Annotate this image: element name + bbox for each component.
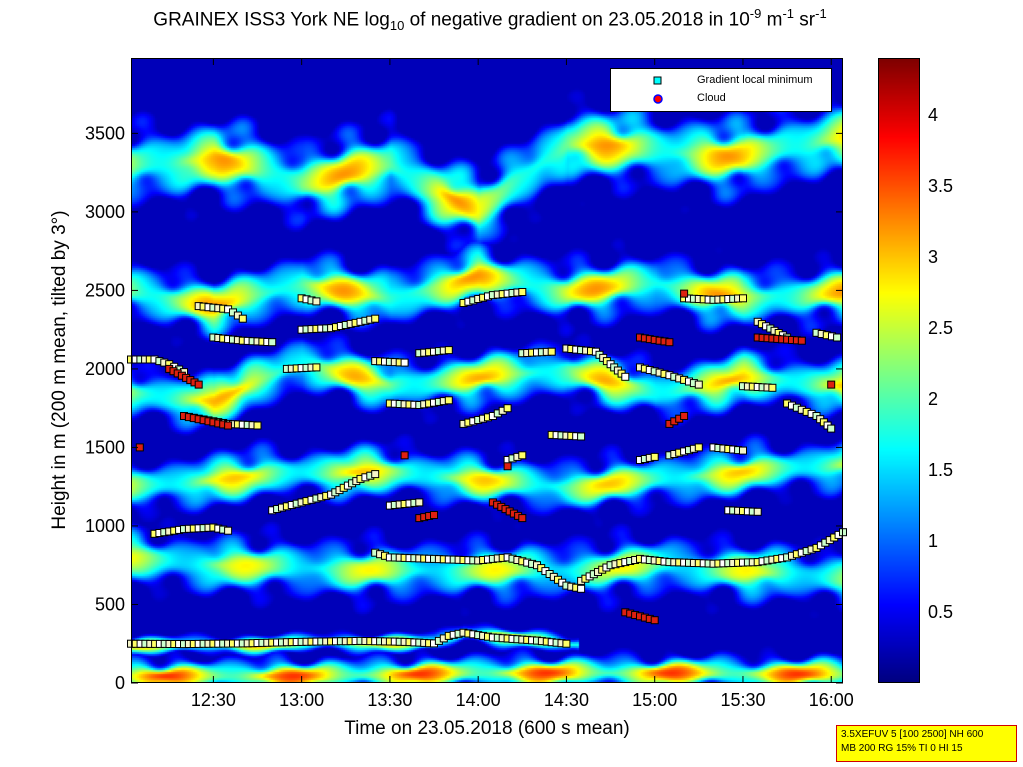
x-tick-label: 16:00 [809, 690, 854, 710]
colorbar-tick-label: 1.5 [928, 460, 953, 480]
legend-item-gradient-minimum: Gradient local minimum [611, 73, 831, 89]
y-tick-label: 3000 [85, 202, 125, 222]
gradient-minimum-marker [503, 404, 512, 413]
gradient-minimum-marker [415, 498, 424, 507]
cloud-marker [797, 336, 806, 345]
gradient-minimum-marker [371, 314, 380, 323]
gradient-minimum-marker [753, 507, 762, 516]
gradient-minimum-marker [833, 333, 842, 342]
title-prefix: GRAINEX ISS3 York NE log [153, 9, 390, 31]
gradient-minimum-marker [621, 372, 630, 381]
x-axis-label: Time on 23.05.2018 (600 s mean) [344, 718, 630, 739]
cloud-marker [430, 511, 438, 519]
y-axis-label: Height in m (200 m mean, tilted by 3°) [49, 210, 70, 530]
heatmap-image [131, 58, 843, 683]
legend-circle-marker [653, 94, 663, 104]
x-tick-label: 13:30 [367, 690, 412, 710]
title-exponent-2: -1 [782, 6, 795, 21]
colorbar-tick-label: 0.5 [928, 602, 953, 622]
legend: Gradient local minimum Cloud [610, 68, 832, 112]
gradient-minimum-marker [577, 432, 586, 441]
gradient-minimum-marker [444, 346, 453, 355]
legend-label: Cloud [697, 92, 726, 104]
gradient-minimum-marker [827, 424, 836, 433]
cloud-marker [400, 451, 409, 460]
chart-title: GRAINEX ISS3 York NE log10 of negative g… [0, 6, 980, 33]
title-log-base: 10 [389, 18, 405, 34]
gradient-minimum-marker [518, 451, 527, 460]
cloud-marker [650, 616, 659, 625]
colorbar-tick-label: 3.5 [928, 176, 953, 196]
colorbar-tick-label: 4 [928, 105, 938, 125]
y-tick-label: 0 [115, 673, 125, 693]
colorbar-tick-label: 1 [928, 531, 938, 551]
x-tick-label: 15:30 [720, 690, 765, 710]
gradient-minimum-marker [312, 297, 321, 306]
y-tick-label: 1500 [85, 437, 125, 457]
gradient-minimum-marker [400, 358, 409, 367]
gradient-minimum-marker [547, 347, 556, 356]
colorbar-tick-label: 2 [928, 389, 938, 409]
y-tick-label: 1000 [85, 516, 125, 536]
info-box: 3.5XEFUV 5 [100 2500] NH 600 MB 200 RG 1… [836, 725, 1017, 762]
gradient-minimum-marker [739, 446, 747, 455]
cloud-marker [680, 412, 689, 420]
legend-square-marker [653, 76, 662, 85]
x-tick-label: 14:30 [544, 690, 589, 710]
y-tick-label: 2000 [85, 359, 125, 379]
gradient-minimum-marker [839, 528, 847, 537]
gradient-minimum-marker [518, 288, 527, 296]
info-line-2: MB 200 RG 15% TI 0 HI 15 [841, 743, 963, 754]
legend-label: Gradient local minimum [697, 74, 813, 86]
title-unit-2: sr [794, 9, 816, 31]
heatmap-plot-area [131, 58, 843, 683]
gradient-minimum-marker [224, 526, 233, 535]
gradient-minimum-marker [444, 396, 453, 405]
cloud-marker [224, 421, 233, 430]
gradient-minimum-marker [768, 383, 777, 392]
cloud-marker [680, 289, 689, 298]
y-tick-label: 3500 [85, 123, 125, 143]
gradient-minimum-marker [238, 314, 247, 323]
gradient-minimum-marker [577, 584, 586, 593]
legend-item-cloud: Cloud [611, 91, 831, 107]
cloud-marker [518, 514, 527, 523]
x-tick-label: 15:00 [632, 690, 677, 710]
colorbar-tick-label: 3 [928, 247, 938, 267]
gradient-minimum-marker [739, 294, 747, 303]
x-tick-label: 12:30 [191, 690, 236, 710]
gradient-minimum-marker [371, 470, 380, 479]
cloud-marker [827, 380, 836, 389]
x-tick-label: 13:00 [279, 690, 324, 710]
cloud-marker [665, 338, 674, 347]
marker-layer [127, 288, 847, 649]
title-exponent-1: -9 [749, 6, 762, 21]
x-tick-label: 14:00 [456, 690, 501, 710]
cloud-marker [194, 380, 203, 389]
gradient-minimum-marker [562, 639, 571, 648]
title-middle: of negative gradient on 23.05.2018 in 10 [404, 9, 750, 31]
y-tick-label: 500 [95, 594, 125, 614]
title-exponent-3: -1 [815, 6, 827, 21]
colorbar-tick-label: 2.5 [928, 318, 953, 338]
y-tick-label: 2500 [85, 280, 125, 300]
gradient-minimum-marker [268, 338, 277, 347]
gradient-minimum-marker [694, 443, 703, 452]
gradient-minimum-marker [312, 363, 321, 372]
cloud-marker [503, 462, 512, 471]
gradient-minimum-marker [694, 380, 703, 389]
colorbar [878, 58, 920, 683]
info-line-1: 3.5XEFUV 5 [100 2500] NH 600 [841, 729, 984, 740]
gradient-minimum-marker [650, 452, 659, 461]
gradient-minimum-marker [253, 421, 262, 430]
title-unit-1: m [761, 9, 783, 31]
